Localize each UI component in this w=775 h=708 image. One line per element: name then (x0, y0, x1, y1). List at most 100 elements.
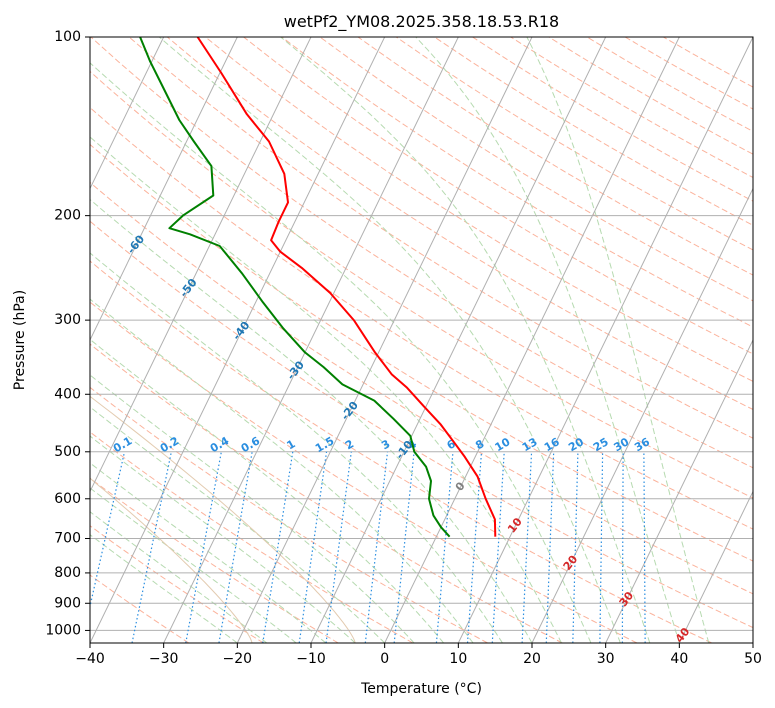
x-tick-label: −40 (75, 651, 105, 667)
isotherm-label: 10 (505, 515, 525, 535)
isotherm-line (90, 37, 386, 643)
moist-adiabat (90, 252, 503, 643)
tan-reference-curve (90, 395, 356, 643)
mixing-ratio-line (325, 451, 352, 643)
isotherm-line (457, 37, 753, 643)
mixing-ratio-line (131, 451, 172, 643)
isotherm-line (90, 37, 165, 190)
moist-adiabat (90, 374, 415, 643)
isotherm-label: 0 (453, 479, 468, 493)
y-tick-label: 400 (54, 386, 81, 402)
temperature-line (196, 37, 497, 537)
isotherm-line (384, 37, 680, 643)
y-tick-label: 1000 (45, 622, 81, 638)
mixing-ratio-label: 1 (284, 437, 297, 452)
mixing-ratio-line (435, 451, 454, 643)
moist-adiabat (90, 298, 474, 643)
isotherm-line (236, 37, 533, 643)
plot-frame (89, 36, 754, 644)
mixing-ratio-line (185, 451, 222, 643)
dry-adiabat (90, 37, 753, 469)
background-lines-layer (90, 37, 753, 643)
isotherm-line (678, 490, 753, 643)
moist-adiabat (415, 37, 680, 643)
y-tick-label: 100 (54, 29, 81, 45)
moist-adiabat (90, 136, 562, 643)
y-axis-title: Pressure (hPa) (12, 290, 28, 390)
dry-adiabat (205, 37, 753, 382)
x-tick-label: 10 (449, 651, 467, 667)
isotherm-line (163, 37, 459, 643)
mixing-ratio-line (572, 451, 579, 643)
x-tick-label: −30 (149, 651, 179, 667)
dry-adiabat (90, 106, 753, 530)
mixing-ratio-line (298, 451, 328, 643)
series-layer (139, 37, 497, 538)
isotherm-label: -20 (338, 399, 361, 423)
dry-adiabat (586, 37, 753, 132)
dry-adiabat (90, 181, 753, 595)
isotherm-line (310, 37, 607, 643)
dry-adiabat (663, 37, 753, 88)
moist-adiabat (90, 487, 297, 643)
dry-adiabat (90, 386, 488, 643)
dry-adiabat (166, 37, 753, 411)
x-tick-label: 0 (380, 651, 389, 667)
mixing-ratio-line (90, 451, 126, 610)
moist-adiabat (158, 37, 621, 643)
moist-adiabat (280, 37, 651, 643)
moist-adiabat (90, 511, 268, 643)
dry-adiabat (243, 37, 753, 355)
isotherm-label: 40 (673, 625, 693, 645)
mixing-ratio-line (643, 451, 646, 643)
chart-title: wetPf2_YM08.2025.358.18.53.R18 (284, 12, 559, 32)
dry-adiabat (90, 143, 753, 562)
mixing-ratio-line (364, 451, 389, 643)
mixing-ratio-line (218, 451, 253, 643)
isotherm-label: -50 (177, 276, 200, 300)
y-tick-label: 200 (54, 208, 81, 224)
mixing-ratio-line (491, 451, 505, 643)
mixing-ratio-label: 8 (473, 437, 486, 452)
mixing-ratio-line (393, 451, 415, 643)
y-tick-label: 600 (54, 491, 81, 507)
isotherm-label: -30 (284, 358, 307, 382)
isotherm-line (90, 37, 238, 342)
x-tick-label: −10 (296, 651, 326, 667)
dry-adiabat (90, 525, 264, 643)
isotherm-line (531, 187, 753, 643)
moist-adiabat (90, 62, 592, 643)
isotherm-label: -80 (17, 151, 40, 175)
isotherm-line (605, 338, 753, 643)
y-tick-label: 700 (54, 531, 81, 547)
y-tick-label: 500 (54, 444, 81, 460)
isotherm-label: -40 (230, 319, 253, 343)
dry-adiabat (90, 301, 638, 643)
moist-adiabat (90, 462, 327, 643)
x-tick-label: 40 (670, 651, 688, 667)
x-axis-title: Temperature (°C) (360, 681, 482, 697)
isotherm-label: 30 (617, 589, 637, 609)
dry-adiabat (90, 574, 190, 643)
dry-adiabat (548, 37, 753, 155)
dry-adiabat (90, 70, 753, 499)
dry-adiabat (319, 37, 753, 302)
mixing-ratio-line (599, 451, 604, 643)
moist-adiabat (526, 37, 710, 643)
isotherm-line (752, 641, 753, 643)
moist-adiabat (90, 338, 444, 643)
dry-adiabat (90, 477, 339, 643)
moist-adiabat (90, 406, 386, 643)
annotation-layer: 0.10.20.40.611.52346810131620253036-100-… (17, 151, 693, 645)
x-tick-label: 30 (597, 651, 615, 667)
mixing-ratio-label: 3 (379, 437, 392, 452)
isotherm-line (90, 37, 312, 493)
dry-adiabat (90, 220, 753, 629)
tan-reference-curve (90, 477, 253, 643)
dewpoint-line (139, 37, 451, 538)
dry-adiabat (472, 37, 753, 202)
x-tick-label: 50 (744, 651, 762, 667)
isotherm-label: 20 (561, 552, 581, 572)
mixing-ratio-line (262, 451, 294, 643)
